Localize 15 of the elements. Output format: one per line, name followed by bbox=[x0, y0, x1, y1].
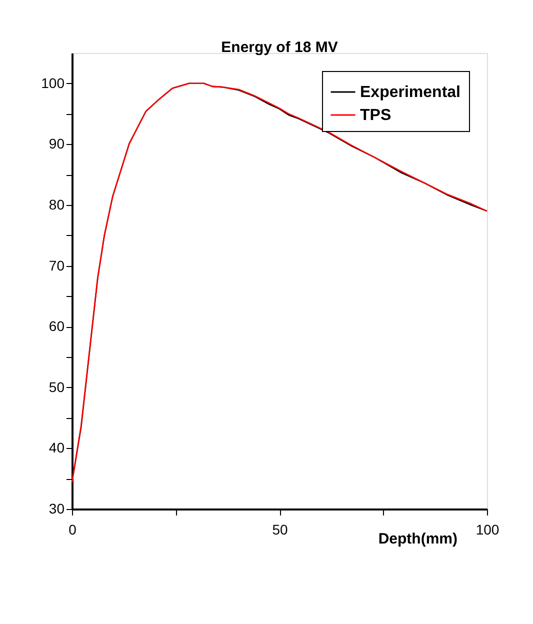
y-tick-label: 80 bbox=[48, 196, 65, 212]
y-tick-label: 30 bbox=[48, 500, 65, 516]
x-tick-label: 0 bbox=[68, 522, 77, 538]
y-tick-label: 60 bbox=[48, 318, 65, 334]
y-tick-label: 50 bbox=[48, 378, 65, 395]
chart-title: Energy of 18 MV bbox=[221, 39, 338, 56]
x-axis-title: Depth(mm) bbox=[378, 530, 458, 548]
y-tick-label: 70 bbox=[48, 257, 65, 274]
y-tick-label: 90 bbox=[48, 136, 65, 152]
legend-label: TPS bbox=[360, 107, 392, 124]
legend-label: Experimental bbox=[360, 84, 460, 101]
x-tick-label: 100 bbox=[476, 522, 500, 538]
y-tick-label: 100 bbox=[41, 74, 65, 91]
x-tick-label: 50 bbox=[272, 522, 288, 538]
y-tick-label: 40 bbox=[48, 440, 65, 456]
